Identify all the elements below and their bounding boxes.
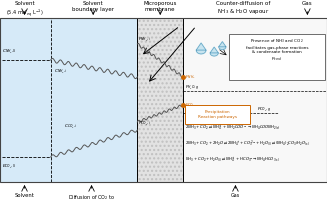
Bar <box>0 18 137 182</box>
Text: $p_{NH_3}$: $p_{NH_3}$ <box>185 73 195 81</box>
Text: $2NH_3 + CO_2 \rightleftharpoons NH_4^+ + NH_2COO^- \rightarrow NH_4COONH_{2(s)}: $2NH_3 + CO_2 \rightleftharpoons NH_4^+ … <box>185 124 281 132</box>
Text: $p_{CO_2}$: $p_{CO_2}$ <box>185 101 195 109</box>
Bar <box>137 18 183 182</box>
Text: Gas
(10%vol CO$_2$): Gas (10%vol CO$_2$) <box>218 193 253 200</box>
Text: Diffusion of CO$_2$ to
solvent interface: Diffusion of CO$_2$ to solvent interface <box>68 193 115 200</box>
Text: $C_{CO_2,i}$: $C_{CO_2,i}$ <box>64 123 77 131</box>
Bar <box>137 18 183 182</box>
Text: $2NH_3 + CO_2 + 2H_2O \rightleftharpoons 2NH_4^+ + CO_3^{2-} + H_2O_{(l)} \right: $2NH_3 + CO_2 + 2H_2O \rightleftharpoons… <box>185 139 310 149</box>
Text: Gas: Gas <box>302 1 313 6</box>
Text: $P_{NH_3,i}$: $P_{NH_3,i}$ <box>138 36 151 44</box>
Polygon shape <box>210 47 218 56</box>
Text: Solvent: Solvent <box>15 193 34 198</box>
Text: Precipitation
Reaction pathways: Precipitation Reaction pathways <box>198 110 237 119</box>
Text: $C_{NH_3,S}$: $C_{NH_3,S}$ <box>2 48 16 56</box>
Bar <box>183 18 327 182</box>
Text: membrane: membrane <box>145 7 176 12</box>
FancyBboxPatch shape <box>185 105 250 124</box>
Text: Counter-diffusion of: Counter-diffusion of <box>216 1 271 6</box>
Text: (5.4 mol$_{eq}$ L$^{-1}$): (5.4 mol$_{eq}$ L$^{-1}$) <box>6 7 43 19</box>
Text: Presence of NH$_3$ and CO$_2$
facilitates gas-phase reactions
& condensate forma: Presence of NH$_3$ and CO$_2$ facilitate… <box>246 37 308 63</box>
Polygon shape <box>196 43 206 54</box>
Text: Solvent: Solvent <box>83 1 104 6</box>
Text: $E_{CO_2,S}$: $E_{CO_2,S}$ <box>2 163 16 171</box>
FancyBboxPatch shape <box>229 34 325 80</box>
Text: Solvent: Solvent <box>14 1 35 6</box>
Text: $P_{CO_2,g}$: $P_{CO_2,g}$ <box>257 105 271 114</box>
Polygon shape <box>219 42 226 50</box>
Text: $P_{CO_2,i}$: $P_{CO_2,i}$ <box>138 120 151 128</box>
Text: $P_{H_2O,g}$: $P_{H_2O,g}$ <box>185 83 199 92</box>
Text: $NH_3 + CO_2 + H_2O_{(l)} \rightleftharpoons NH_4^+ + HCO_3^- \rightarrow NH_4HC: $NH_3 + CO_2 + H_2O_{(l)} \rightleftharp… <box>185 156 280 164</box>
Text: boundary layer: boundary layer <box>72 7 114 12</box>
Text: NH$_3$ & H$_2$O vapour: NH$_3$ & H$_2$O vapour <box>217 7 270 16</box>
Text: $C_{NH_3,i}$: $C_{NH_3,i}$ <box>54 68 67 76</box>
Bar <box>0 18 327 182</box>
Text: Microporous: Microporous <box>144 1 177 6</box>
